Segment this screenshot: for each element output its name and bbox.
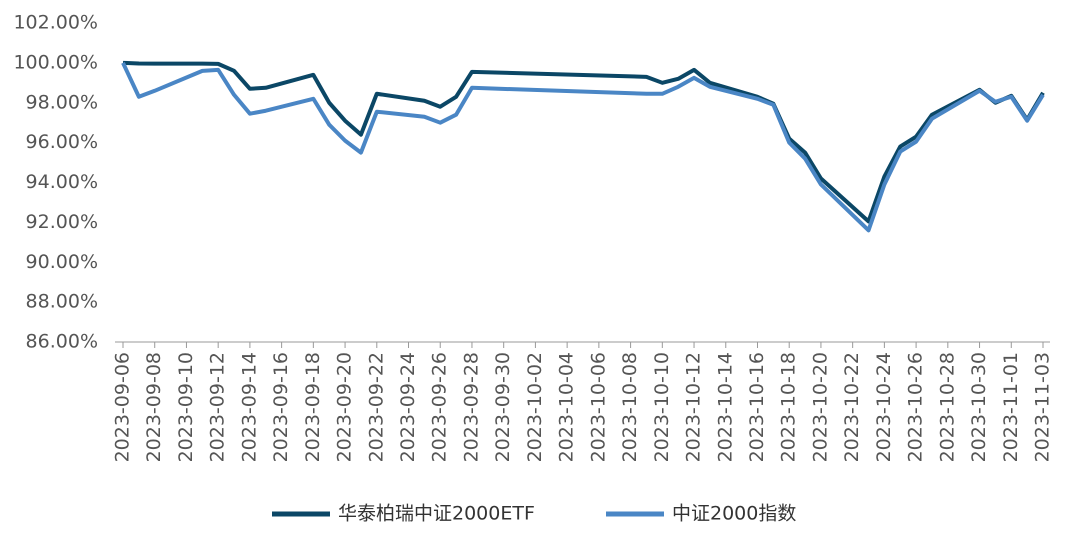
y-tick-label: 92.00% [26,211,98,233]
x-tick-label: 2023-09-20 [334,352,356,462]
x-tick-label: 2023-10-10 [651,352,673,462]
x-tick-label: 2023-09-26 [429,352,451,462]
y-tick-label: 102.00% [13,12,98,34]
x-tick-label: 2023-10-02 [524,352,546,462]
x-tick-label: 2023-10-14 [714,352,736,462]
y-tick-label: 98.00% [26,91,98,113]
x-tick-label: 2023-09-28 [460,352,482,462]
x-tick-label: 2023-10-04 [556,352,578,462]
legend-label: 华泰柏瑞中证2000ETF [338,503,535,525]
x-tick-label: 2023-09-24 [397,352,419,462]
legend-label: 中证2000指数 [672,503,796,525]
series-line [122,60,1045,224]
x-tick-label: 2023-10-30 [968,352,990,462]
x-tick-label: 2023-10-08 [619,352,641,462]
x-tick-label: 2023-10-06 [587,352,609,462]
y-tick-label: 90.00% [26,251,98,273]
y-tick-label: 100.00% [13,51,98,73]
x-tick-label: 2023-10-20 [809,352,831,462]
x-tick-label: 2023-11-03 [1032,352,1054,462]
x-tick-label: 2023-09-16 [270,352,292,462]
x-tick-label: 2023-09-06 [112,352,134,462]
x-tick-label: 2023-11-01 [1000,352,1022,462]
x-tick-label: 2023-09-12 [207,352,229,462]
x-tick-label: 2023-10-26 [905,352,927,462]
series-line [121,62,1045,233]
x-tick-label: 2023-10-12 [683,352,705,462]
x-tick-label: 2023-10-28 [936,352,958,462]
x-tick-label: 2023-09-10 [175,352,197,462]
x-tick-label: 2023-10-24 [873,352,895,462]
x-tick-label: 2023-09-14 [238,352,260,462]
x-tick-label: 2023-10-16 [746,352,768,462]
x-tick-label: 2023-10-18 [778,352,800,462]
x-tick-label: 2023-09-30 [492,352,514,462]
x-tick-label: 2023-09-22 [365,352,387,462]
y-tick-label: 96.00% [26,131,98,153]
x-tick-label: 2023-10-22 [841,352,863,462]
x-tick-label: 2023-09-18 [302,352,324,462]
y-tick-label: 94.00% [26,171,98,193]
y-tick-label: 88.00% [26,291,98,313]
y-tick-label: 86.00% [26,331,98,353]
x-tick-label: 2023-09-08 [143,352,165,462]
